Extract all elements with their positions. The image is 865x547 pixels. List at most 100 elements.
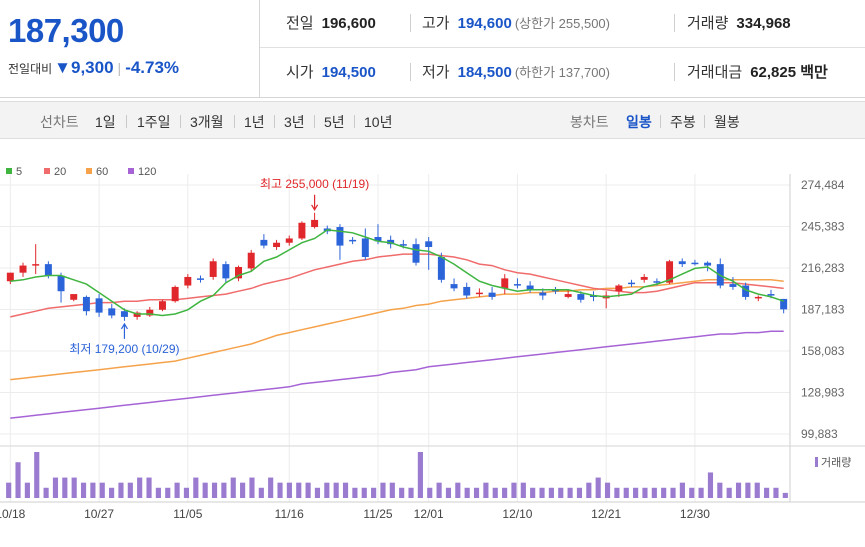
legend-swatch bbox=[6, 168, 12, 174]
volume-bar bbox=[342, 482, 349, 498]
volume-bar bbox=[520, 482, 526, 498]
trade-value: 62,825 백만 bbox=[750, 64, 828, 81]
volume-bar bbox=[633, 487, 639, 498]
candle-body bbox=[577, 294, 585, 300]
candle-body bbox=[32, 264, 40, 266]
volume-bar bbox=[34, 452, 40, 498]
candle-body bbox=[704, 262, 712, 266]
quote-stats: 전일 196,600 고가 194,600 (상한가 255,500) 거래량 334,… bbox=[260, 0, 865, 98]
volume-bar bbox=[735, 482, 742, 498]
period-1d-button[interactable]: 1일 bbox=[95, 114, 116, 130]
candle-monthly-button[interactable]: 월봉 bbox=[714, 114, 740, 130]
candle-body bbox=[6, 272, 14, 282]
candle-body bbox=[209, 261, 217, 277]
candle-body bbox=[108, 308, 116, 316]
legend-swatch bbox=[86, 168, 92, 174]
x-tick-label: 12/21 bbox=[591, 507, 621, 521]
volume-bar bbox=[211, 482, 218, 498]
open-value: 194,500 bbox=[321, 64, 376, 81]
volume-bar bbox=[642, 487, 648, 498]
candle-body bbox=[640, 276, 648, 280]
legend-swatch bbox=[128, 168, 134, 174]
low-annotation-label: 최저 179,200 (10/29) bbox=[69, 342, 179, 356]
volume-bar bbox=[52, 477, 59, 498]
period-10y-button[interactable]: 10년 bbox=[364, 114, 393, 130]
volume-bar bbox=[689, 487, 695, 498]
period-3y-button[interactable]: 3년 bbox=[284, 114, 305, 130]
volume-bar bbox=[427, 487, 433, 498]
candle-body bbox=[450, 284, 458, 289]
change-value: 9,300 bbox=[71, 58, 114, 77]
toolbar-divider bbox=[180, 115, 181, 128]
volume-bar bbox=[455, 482, 461, 498]
candle-weekly-button[interactable]: 주봉 bbox=[670, 114, 696, 130]
candle-body bbox=[70, 294, 78, 300]
candle-body bbox=[133, 312, 141, 317]
volume-bar bbox=[754, 482, 760, 498]
legend-label: 20 bbox=[54, 166, 66, 178]
volume-bar bbox=[417, 452, 423, 498]
volume-bar bbox=[6, 482, 12, 498]
candle-body bbox=[311, 219, 319, 228]
stat-divider bbox=[674, 14, 675, 32]
volume-bar bbox=[539, 487, 545, 498]
volume-bar bbox=[782, 492, 788, 498]
price-chart[interactable]: 274,484 245,383 216,283 187,183 158,083 128,9… bbox=[0, 144, 865, 547]
line-chart-label: 선차트 bbox=[40, 114, 79, 130]
candle-body bbox=[285, 238, 293, 243]
y-tick-label: 99,883 bbox=[801, 427, 838, 441]
volume-bar bbox=[277, 482, 283, 498]
volume-bar bbox=[726, 487, 732, 498]
low-arrow-icon bbox=[120, 322, 128, 339]
period-3m-button[interactable]: 3개월 bbox=[190, 114, 224, 130]
period-1y-button[interactable]: 1년 bbox=[244, 114, 265, 130]
volume-legend-swatch bbox=[815, 457, 818, 467]
legend-label: 120 bbox=[138, 166, 156, 178]
current-price: 187,300 bbox=[8, 12, 124, 49]
volume-bar bbox=[221, 482, 227, 498]
candle-body bbox=[691, 262, 699, 265]
volume-bar bbox=[146, 477, 152, 498]
prev-close-value: 196,600 bbox=[321, 15, 376, 32]
high-annotation-label: 최고 255,000 (11/19) bbox=[260, 177, 369, 191]
volume-bar bbox=[614, 487, 620, 498]
legend-swatch bbox=[44, 168, 50, 174]
current-price-box: 187,300 전일대비 ▼9,300 | -4.73% bbox=[0, 0, 260, 98]
candle-body bbox=[754, 296, 762, 299]
candle-body bbox=[513, 284, 521, 286]
period-1w-button[interactable]: 1주일 bbox=[137, 114, 171, 130]
volume-bar bbox=[80, 482, 87, 498]
candle-body bbox=[158, 301, 166, 310]
candle-body bbox=[539, 292, 547, 296]
candle-body bbox=[463, 286, 471, 296]
volume-bar bbox=[717, 482, 723, 498]
volume-bar bbox=[155, 487, 161, 498]
volume-bar bbox=[464, 487, 470, 498]
volume-bar bbox=[604, 482, 611, 498]
low-value: 184,500 bbox=[457, 64, 512, 81]
volume-bar bbox=[567, 487, 573, 498]
volume-bar bbox=[249, 477, 255, 498]
candle-daily-button[interactable]: 일봉 bbox=[626, 114, 652, 130]
trade-value-label: 거래대금 bbox=[687, 64, 743, 81]
volume-bar bbox=[333, 482, 339, 498]
volume-bar bbox=[24, 482, 30, 498]
volume-bar bbox=[651, 487, 657, 498]
prev-close-label: 전일 bbox=[286, 15, 314, 32]
candle-body bbox=[374, 237, 382, 242]
x-tick-label: 10/27 bbox=[84, 507, 114, 521]
y-tick-label: 216,283 bbox=[801, 261, 845, 275]
low-stat: 저가 184,500 (하한가 137,700) bbox=[422, 61, 610, 82]
volume-bar bbox=[174, 482, 180, 498]
y-tick-label: 245,383 bbox=[801, 220, 845, 234]
candle-body bbox=[95, 298, 103, 313]
high-value: 194,600 bbox=[457, 15, 512, 32]
lower-limit: (하한가 137,700) bbox=[514, 65, 610, 80]
period-5y-button[interactable]: 5년 bbox=[324, 114, 345, 130]
candle-body bbox=[653, 281, 661, 283]
candle-body bbox=[488, 292, 496, 297]
down-arrow-icon: ▼ bbox=[54, 58, 71, 77]
toolbar-divider bbox=[274, 115, 275, 128]
volume-bar bbox=[202, 482, 208, 498]
